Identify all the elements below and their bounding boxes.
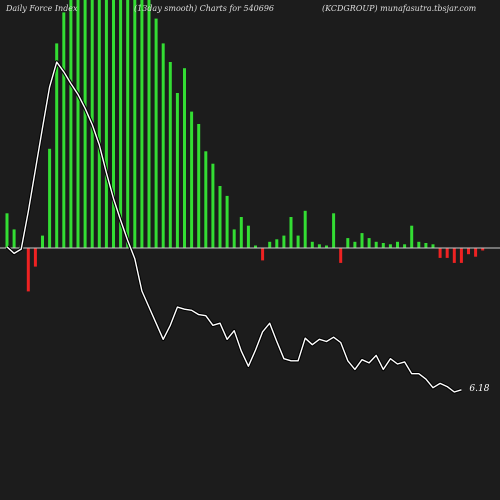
force-bar: [275, 239, 279, 248]
force-bar: [197, 124, 201, 248]
force-bar: [69, 0, 73, 248]
force-bar: [410, 225, 414, 248]
force-bar: [317, 244, 321, 248]
force-bar: [438, 248, 442, 258]
force-bar: [161, 43, 165, 249]
force-bar: [325, 245, 328, 248]
force-bar: [112, 0, 115, 248]
force-bar: [431, 244, 435, 248]
force-bar: [388, 244, 392, 248]
force-bar: [339, 248, 343, 263]
force-bar: [381, 243, 385, 248]
force-bar: [154, 18, 158, 248]
force-bar: [62, 12, 66, 249]
force-bar: [119, 0, 123, 249]
force-bar: [232, 229, 236, 248]
force-bar: [97, 0, 101, 248]
force-bar: [332, 213, 336, 248]
smoothed-force-line: [6, 61, 462, 393]
force-bar: [467, 248, 470, 255]
force-bar: [246, 225, 250, 248]
force-bar: [147, 0, 151, 248]
force-bar: [183, 68, 186, 248]
force-bar: [218, 186, 222, 248]
force-bar: [459, 248, 463, 263]
force-bar: [268, 241, 272, 248]
last-value-label: 6.18: [469, 384, 489, 394]
force-bar: [346, 238, 350, 248]
force-bar: [126, 0, 130, 248]
force-bar: [133, 0, 137, 248]
force-bar: [140, 0, 144, 249]
force-bar: [48, 148, 52, 248]
force-bar: [445, 248, 449, 258]
force-bar: [5, 213, 9, 248]
force-bar: [76, 0, 80, 248]
header-middle: (13day smooth) Charts for 540696: [134, 4, 274, 13]
force-bar: [303, 210, 307, 248]
force-bar: [289, 217, 293, 248]
force-bar: [33, 248, 37, 267]
force-bar: [374, 241, 378, 248]
force-bar: [26, 248, 30, 292]
force-bar: [296, 235, 300, 248]
force-bar: [55, 43, 59, 249]
force-index-bars: [5, 0, 485, 292]
force-bar: [239, 217, 243, 248]
force-bar: [452, 248, 456, 263]
force-bar: [481, 248, 485, 251]
force-bar: [41, 235, 44, 248]
force-bar: [12, 229, 16, 248]
force-bar: [367, 238, 371, 248]
force-bar: [360, 233, 364, 248]
force-bar: [83, 0, 87, 248]
force-bar: [175, 93, 179, 248]
header-right: (KCDGROUP) munafasutra.tbsjar.com: [322, 4, 477, 13]
force-bar: [474, 248, 478, 257]
smoothed-line-group: [5, 60, 462, 394]
force-bar: [353, 241, 357, 248]
force-bar: [310, 241, 314, 248]
force-bar: [104, 0, 108, 248]
force-bar: [190, 111, 194, 248]
force-bar: [403, 244, 407, 248]
force-bar: [261, 248, 265, 261]
force-bar: [424, 243, 428, 248]
force-bar: [396, 241, 399, 248]
force-bar: [282, 235, 286, 248]
force-bar: [254, 245, 257, 248]
force-bar: [204, 151, 208, 248]
header-left: Daily Force Index: [5, 4, 78, 13]
force-bar: [225, 195, 229, 248]
force-bar: [168, 62, 172, 248]
force-bar: [211, 163, 215, 248]
force-bar: [417, 241, 421, 248]
